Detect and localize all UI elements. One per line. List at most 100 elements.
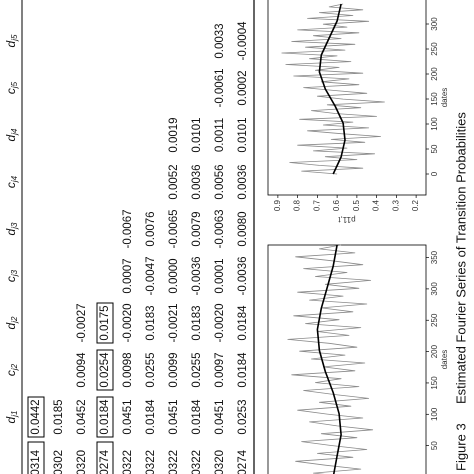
table-cell: 0.0184 bbox=[145, 399, 157, 435]
table-cell: 0.0099 bbox=[168, 352, 180, 387]
header-subscript: j5 bbox=[10, 34, 19, 42]
y-tick-label: 0.8 bbox=[293, 199, 302, 211]
table-cell: 0320 bbox=[214, 450, 226, 474]
table-cell: -0.0004 bbox=[237, 21, 249, 61]
table-cell: -0.0061 bbox=[214, 68, 226, 107]
cell-box bbox=[27, 396, 45, 438]
header-subscript: j5 bbox=[10, 81, 19, 89]
header-symbol: c bbox=[4, 182, 18, 188]
x-axis-label: dates bbox=[440, 350, 449, 370]
table-cell: 0.0036 bbox=[237, 164, 249, 199]
table-cell: 0.0079 bbox=[191, 211, 203, 246]
x-tick-label: 150 bbox=[430, 92, 439, 106]
table-cell: -0.0047 bbox=[145, 256, 157, 295]
header-symbol: c bbox=[4, 370, 18, 376]
x-tick-label: 0 bbox=[430, 171, 439, 176]
header-symbol: d bbox=[4, 134, 18, 141]
header-subscript: j2 bbox=[10, 316, 19, 324]
table-cell: 0.0007 bbox=[122, 258, 134, 293]
table-cell: 0.0098 bbox=[122, 352, 134, 387]
table-cell: -0.0020 bbox=[214, 303, 226, 342]
table-cell: 0.0184 bbox=[237, 305, 249, 341]
y-tick-label: 0.4 bbox=[372, 199, 381, 211]
table-cell: 0.0002 bbox=[237, 70, 249, 105]
table-cell: 0.0183 bbox=[191, 305, 203, 340]
table-cell: 0314 bbox=[30, 449, 42, 474]
header-symbol: d bbox=[4, 322, 18, 329]
table-cell: 0.0452 bbox=[76, 399, 88, 434]
table-cell: -0.0063 bbox=[214, 209, 226, 248]
caption-label: Figure 3 bbox=[453, 423, 468, 471]
table-cell: 0.0185 bbox=[53, 399, 65, 434]
table-cell: 0274 bbox=[237, 449, 249, 474]
table-cell: 0320 bbox=[76, 450, 88, 474]
plot-frame bbox=[267, 244, 427, 474]
table-cell: 0.0184 bbox=[99, 399, 111, 435]
table-cell: 0.0451 bbox=[214, 399, 226, 434]
x-tick-label: 250 bbox=[430, 313, 439, 327]
table-cell: 0.0255 bbox=[191, 352, 203, 387]
x-tick-label: 50 bbox=[430, 441, 439, 450]
x-tick-label: 100 bbox=[430, 407, 439, 421]
header-subscript: j3 bbox=[10, 269, 19, 277]
header-subscript: j4 bbox=[10, 128, 19, 136]
table-cell: 0.0080 bbox=[237, 211, 249, 246]
table-cell: -0.0021 bbox=[168, 303, 180, 342]
table-cell: -0.0065 bbox=[168, 209, 180, 248]
table-cell: 0.0076 bbox=[145, 211, 157, 246]
y-tick-label: 0.2 bbox=[411, 199, 420, 211]
table-cell: 0322 bbox=[191, 450, 203, 474]
table-cell: 0.0101 bbox=[191, 117, 203, 152]
column-header: cj3 bbox=[4, 269, 19, 282]
column-header: dj5 bbox=[4, 34, 19, 47]
table-cell: -0.0027 bbox=[76, 303, 88, 342]
column-header: cj4 bbox=[4, 175, 19, 188]
column-header: dj2 bbox=[4, 316, 19, 329]
table-cell: -0.0020 bbox=[122, 303, 134, 342]
cell-box bbox=[27, 441, 45, 474]
cell-box bbox=[96, 302, 114, 344]
table-cell: 0322 bbox=[168, 450, 180, 474]
cell-box bbox=[96, 441, 114, 474]
table-cell: 0.0183 bbox=[145, 305, 157, 340]
table-cell: 0.0011 bbox=[214, 118, 226, 152]
column-header: dj3 bbox=[4, 222, 19, 235]
table-cell: 0.0253 bbox=[237, 399, 249, 434]
table-cell: 0.0101 bbox=[237, 117, 249, 152]
table-cell: -0.0067 bbox=[122, 209, 134, 248]
y-tick-label: 0.6 bbox=[332, 199, 341, 211]
table-cell: 0.0094 bbox=[76, 352, 88, 388]
x-axis-label: dates bbox=[440, 88, 449, 108]
table-cell: 0.0442 bbox=[30, 399, 42, 434]
table-cell: 0.0451 bbox=[122, 399, 134, 434]
header-symbol: c bbox=[4, 88, 18, 94]
header-subscript: j4 bbox=[10, 175, 19, 183]
table-cell: -0.0036 bbox=[191, 256, 203, 295]
table-cell: 0322 bbox=[122, 450, 134, 474]
x-tick-label: 350 bbox=[430, 250, 439, 264]
table-cell: 0.0056 bbox=[214, 164, 226, 199]
header-symbol: d bbox=[4, 40, 18, 47]
table-cell: 0.0036 bbox=[191, 164, 203, 199]
table-cell: 0.0019 bbox=[168, 117, 180, 152]
y-tick-label: 0.9 bbox=[273, 199, 282, 211]
header-subscript: j3 bbox=[10, 222, 19, 230]
table-cell: 0.0000 bbox=[168, 258, 180, 293]
fourier-fit bbox=[318, 3, 346, 175]
x-tick-label: 100 bbox=[430, 117, 439, 131]
header-subscript: j1 bbox=[10, 411, 19, 418]
table-cell: -0.0036 bbox=[237, 256, 249, 295]
y-tick-label: 0.3 bbox=[391, 199, 400, 211]
cell-box bbox=[96, 396, 114, 438]
x-tick-label: 150 bbox=[430, 376, 439, 390]
column-header: cj5 bbox=[4, 81, 19, 94]
table-cell: 0274 bbox=[99, 449, 111, 474]
probability-series bbox=[281, 3, 385, 175]
x-tick-label: 50 bbox=[430, 144, 439, 153]
table-cell: 0.0451 bbox=[168, 399, 180, 434]
plot-frame bbox=[267, 0, 427, 196]
x-tick-label: 200 bbox=[430, 67, 439, 81]
table-cell: 0.0184 bbox=[191, 399, 203, 435]
